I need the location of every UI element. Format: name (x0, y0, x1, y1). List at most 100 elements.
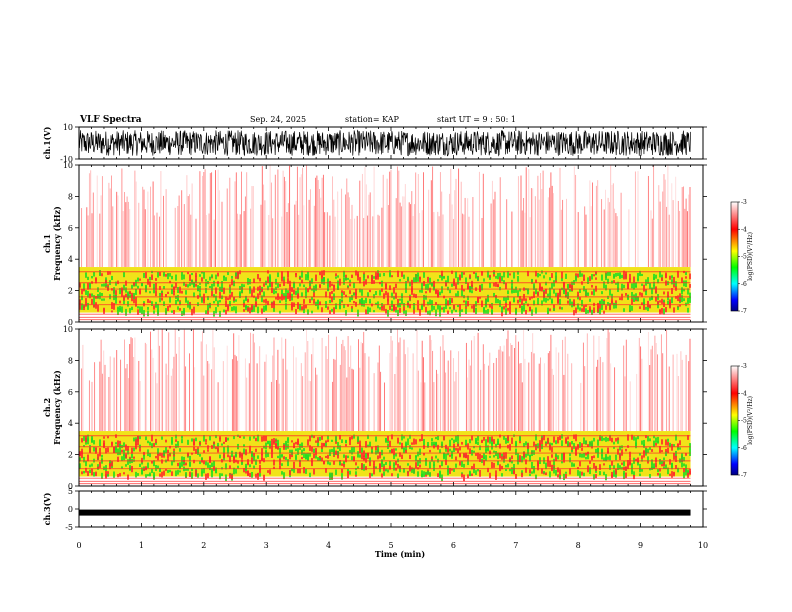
band-cell (79, 457, 81, 462)
band-cell (203, 271, 205, 279)
band-cell (109, 460, 111, 464)
band-cell (217, 445, 219, 448)
band-cell (121, 291, 123, 297)
band-cell (455, 447, 457, 451)
band-cell (617, 437, 619, 441)
band-cell (667, 438, 669, 442)
band-cell (315, 284, 317, 289)
band-cell (551, 447, 553, 453)
band-cell (363, 274, 365, 281)
band-cell (425, 291, 427, 294)
band-cell (439, 305, 441, 311)
band-cell (547, 293, 549, 298)
band-cell (143, 272, 145, 278)
band-cell (297, 302, 299, 310)
band-cell (583, 437, 585, 441)
band-cell (305, 305, 307, 309)
band-cell (289, 280, 291, 286)
band-cell (205, 439, 207, 442)
band-cell (571, 462, 573, 467)
band-cell (513, 272, 515, 279)
band-cell (373, 460, 375, 465)
band-cell (671, 275, 673, 279)
band-cell (489, 304, 491, 308)
band-cell (203, 435, 205, 442)
band-cell (617, 438, 619, 444)
band-cell (645, 290, 647, 296)
band-cell (651, 449, 653, 452)
band-cell (117, 310, 119, 316)
band-cell (313, 285, 315, 290)
band-cell (439, 449, 441, 454)
band-cell (149, 474, 151, 477)
band-cell (313, 448, 315, 454)
band-cell (239, 270, 241, 275)
band-cell (289, 470, 291, 476)
band-cell (459, 310, 461, 317)
band-cell (303, 304, 305, 311)
band-cell (115, 446, 117, 453)
band-cell (311, 278, 313, 284)
band-cell (301, 306, 303, 311)
band-cell (435, 436, 437, 440)
band-cell (315, 274, 317, 282)
y-axis-label-frequency: Frequency (kHz) (52, 206, 62, 281)
band-cell (279, 465, 281, 470)
band-cell (659, 445, 661, 453)
time-axis: 0 1 2 3 4 5 6 7 8 9 10 (76, 541, 708, 550)
band-cell (147, 474, 149, 477)
band-cell (397, 309, 399, 317)
band-cell (329, 472, 331, 478)
band-cell (631, 463, 633, 468)
band-cell (325, 441, 327, 448)
band-cell (625, 448, 627, 452)
band-cell (635, 442, 637, 447)
band-cell (415, 462, 417, 469)
band-cell (215, 287, 217, 294)
band-cell (551, 464, 553, 471)
band-cell (323, 277, 325, 281)
band-cell (517, 460, 519, 465)
band-cell (145, 466, 147, 470)
band-cell (257, 274, 259, 280)
band-cell (597, 439, 599, 446)
band-cell (677, 295, 679, 302)
band-cell (687, 297, 689, 302)
band-cell (447, 286, 449, 291)
band-cell (575, 277, 577, 282)
band-cell (621, 274, 623, 279)
band-cell (627, 434, 629, 441)
band-cell (393, 304, 395, 310)
band-cell (253, 278, 255, 284)
band-cell (555, 454, 557, 462)
band-cell (359, 440, 361, 447)
station-label: station= KAP (345, 115, 400, 124)
band-cell (495, 470, 497, 477)
band-cell (641, 273, 643, 277)
band-cell (223, 275, 225, 278)
band-cell (261, 289, 263, 293)
band-cell (167, 273, 169, 280)
band-cell (267, 285, 269, 291)
band-cell (291, 449, 293, 455)
band-cell (475, 453, 477, 456)
band-cell (269, 446, 271, 449)
band-cell (349, 290, 351, 294)
band-cell (259, 459, 261, 464)
band-cell (451, 283, 453, 287)
band-cell (673, 283, 675, 288)
band-cell (465, 444, 467, 447)
band-cell (263, 305, 265, 313)
panel-frame (78, 126, 704, 160)
band-cell (299, 460, 301, 467)
y-tick-label: -5 (65, 523, 73, 532)
band-cell (561, 440, 563, 447)
band-cell (145, 272, 147, 279)
band-cell (297, 293, 299, 298)
band-cell (473, 271, 475, 274)
band-cell (545, 462, 547, 470)
band-cell (601, 299, 603, 306)
band-cell (167, 458, 169, 461)
band-cell (269, 443, 271, 448)
band-cell (347, 470, 349, 473)
